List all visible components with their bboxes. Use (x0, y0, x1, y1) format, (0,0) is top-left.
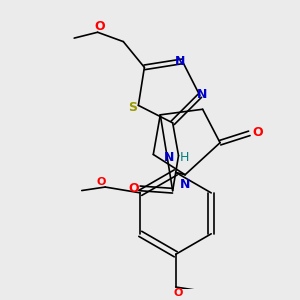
Text: N: N (175, 55, 185, 68)
Text: O: O (97, 177, 106, 188)
Text: N: N (180, 178, 190, 190)
Text: N: N (197, 88, 207, 101)
Text: H: H (180, 152, 189, 164)
Text: O: O (173, 288, 183, 298)
Text: O: O (252, 126, 263, 139)
Text: N: N (164, 152, 174, 164)
Text: S: S (128, 101, 137, 114)
Text: O: O (129, 182, 140, 195)
Text: O: O (94, 20, 105, 33)
